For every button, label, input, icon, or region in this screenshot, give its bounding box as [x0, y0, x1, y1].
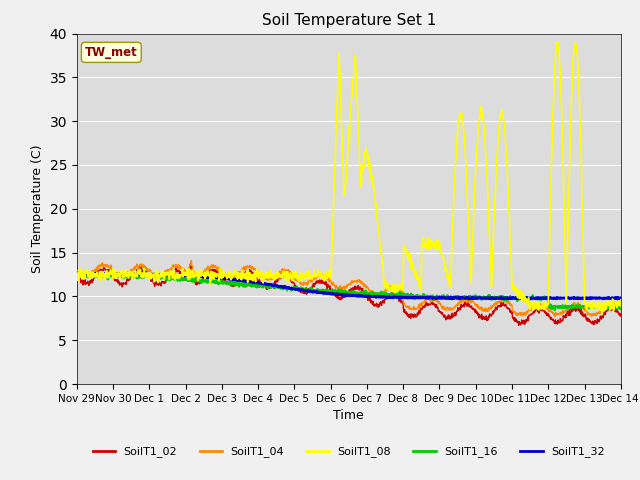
Y-axis label: Soil Temperature (C): Soil Temperature (C)	[31, 144, 44, 273]
Text: TW_met: TW_met	[85, 46, 138, 59]
X-axis label: Time: Time	[333, 409, 364, 422]
Legend: SoilT1_02, SoilT1_04, SoilT1_08, SoilT1_16, SoilT1_32: SoilT1_02, SoilT1_04, SoilT1_08, SoilT1_…	[88, 442, 609, 462]
Title: Soil Temperature Set 1: Soil Temperature Set 1	[262, 13, 436, 28]
